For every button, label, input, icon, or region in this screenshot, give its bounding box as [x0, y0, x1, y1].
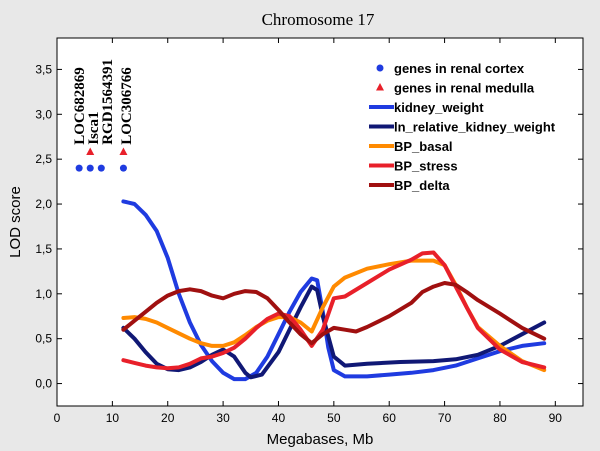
- gene-marker-medulla: [86, 147, 95, 155]
- y-tick-label: 0,5: [35, 332, 52, 346]
- x-tick-label: 60: [383, 411, 397, 425]
- series-line-BP-stress: [121, 250, 547, 371]
- legend-label: genes in renal medulla: [394, 81, 535, 96]
- x-axis-label: Megabases, Mb: [267, 431, 374, 448]
- series-line-BP-delta: [121, 281, 547, 346]
- y-tick-label: 3,0: [35, 107, 52, 121]
- x-tick-label: 20: [161, 411, 175, 425]
- series-line-kidney-weight: [121, 199, 547, 382]
- x-tick-label: 80: [493, 411, 507, 425]
- legend-marker-triangle: [376, 83, 384, 91]
- x-tick-label: 10: [106, 411, 120, 425]
- series-lines: [121, 199, 547, 382]
- x-tick-label: 0: [54, 411, 61, 425]
- legend: genes in renal cortex genes in renal medu…: [369, 61, 556, 193]
- legend-label: BP_basal: [394, 139, 453, 154]
- chart-title: Chromosome 17: [262, 10, 375, 29]
- gene-label: LOC306766: [119, 67, 135, 145]
- legend-label: BP_delta: [394, 178, 450, 193]
- gene-marker-cortex: [119, 164, 127, 172]
- legend-label: kidney_weight: [394, 100, 484, 115]
- y-tick-label: 2,0: [35, 197, 52, 211]
- gene-label: Isca1: [86, 111, 102, 144]
- gene-marker-medulla: [119, 147, 128, 155]
- legend-label: BP_stress: [394, 159, 458, 174]
- x-tick-label: 50: [327, 411, 341, 425]
- x-tick-label: 30: [216, 411, 230, 425]
- legend-marker-circle: [376, 64, 384, 72]
- axis-ticks: 0 10 20 30 40 50 60 70 80 90 0,0 0,5 1,0 1,5 2,0 2,5 3,0…: [35, 38, 583, 425]
- gene-label: LOC682869: [72, 67, 88, 145]
- y-tick-label: 1,5: [35, 242, 52, 256]
- y-tick-label: 1,0: [35, 287, 52, 301]
- gene-label: RGD1564391: [100, 59, 116, 145]
- gene-marker-cortex: [97, 164, 105, 172]
- y-tick-label: 0,0: [35, 377, 52, 391]
- gene-marker-cortex: [86, 164, 94, 172]
- y-tick-label: 3,5: [35, 62, 52, 76]
- gene-markers: [75, 147, 128, 172]
- gene-marker-cortex: [75, 164, 83, 172]
- legend-label: genes in renal cortex: [394, 61, 525, 76]
- series-line-ln-relative-kidney-weight: [121, 284, 547, 380]
- y-axis-label: LOD score: [7, 186, 24, 258]
- x-tick-label: 70: [438, 411, 452, 425]
- x-tick-label: 90: [549, 411, 563, 425]
- y-tick-label: 2,5: [35, 152, 52, 166]
- x-tick-label: 40: [272, 411, 286, 425]
- legend-label: ln_relative_kidney_weight: [394, 120, 556, 135]
